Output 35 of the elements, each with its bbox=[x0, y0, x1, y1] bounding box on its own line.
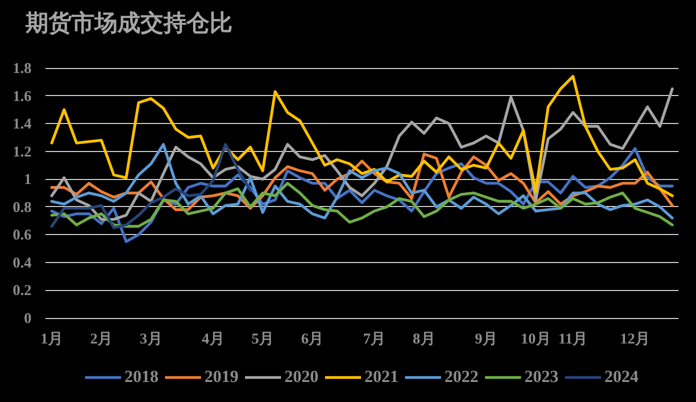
legend-label: 2022 bbox=[444, 367, 478, 387]
line-series bbox=[50, 142, 252, 230]
x-tick-label: 12月 bbox=[620, 332, 650, 348]
legend-label: 2018 bbox=[124, 367, 158, 387]
y-tick-label: 0.6 bbox=[12, 228, 32, 244]
x-tick-label: 10月 bbox=[520, 332, 551, 348]
legend-label: 2020 bbox=[284, 367, 318, 387]
y-tick-label: 0.2 bbox=[12, 283, 32, 300]
y-tick-label: 1.6 bbox=[12, 88, 32, 105]
line-series bbox=[50, 74, 674, 198]
x-tick-label: 3月 bbox=[140, 332, 162, 348]
legend-label: 2021 bbox=[364, 367, 398, 387]
y-tick-label: 0.4 bbox=[12, 255, 32, 272]
x-tick-label: 1月 bbox=[40, 332, 63, 348]
line-series bbox=[50, 182, 674, 228]
x-tick-label: 9月 bbox=[474, 332, 498, 348]
y-tick-label: 1.4 bbox=[12, 116, 32, 133]
legend-label: 2024 bbox=[604, 367, 638, 387]
x-tick-label: 11月 bbox=[558, 332, 588, 348]
y-tick-label: 1.2 bbox=[12, 144, 32, 160]
x-tick-label: 8月 bbox=[412, 332, 436, 348]
legend-label: 2019 bbox=[204, 367, 238, 387]
y-tick-label: 0.8 bbox=[12, 200, 32, 216]
line-series bbox=[50, 142, 674, 220]
x-tick-label: 6月 bbox=[301, 332, 324, 348]
y-tick-label: 1 bbox=[24, 172, 32, 188]
x-tick-label: 2月 bbox=[90, 332, 113, 348]
x-tick-label: 4月 bbox=[202, 332, 224, 348]
x-tick-label: 5月 bbox=[251, 332, 274, 348]
y-tick-label: 0 bbox=[24, 311, 32, 327]
line-series bbox=[50, 87, 674, 221]
legend-label: 2023 bbox=[524, 367, 558, 387]
y-tick-label: 1.8 bbox=[12, 61, 32, 77]
x-tick-label: 7月 bbox=[363, 332, 386, 348]
chart-title: 期货市场成交持仓比 bbox=[24, 10, 232, 36]
